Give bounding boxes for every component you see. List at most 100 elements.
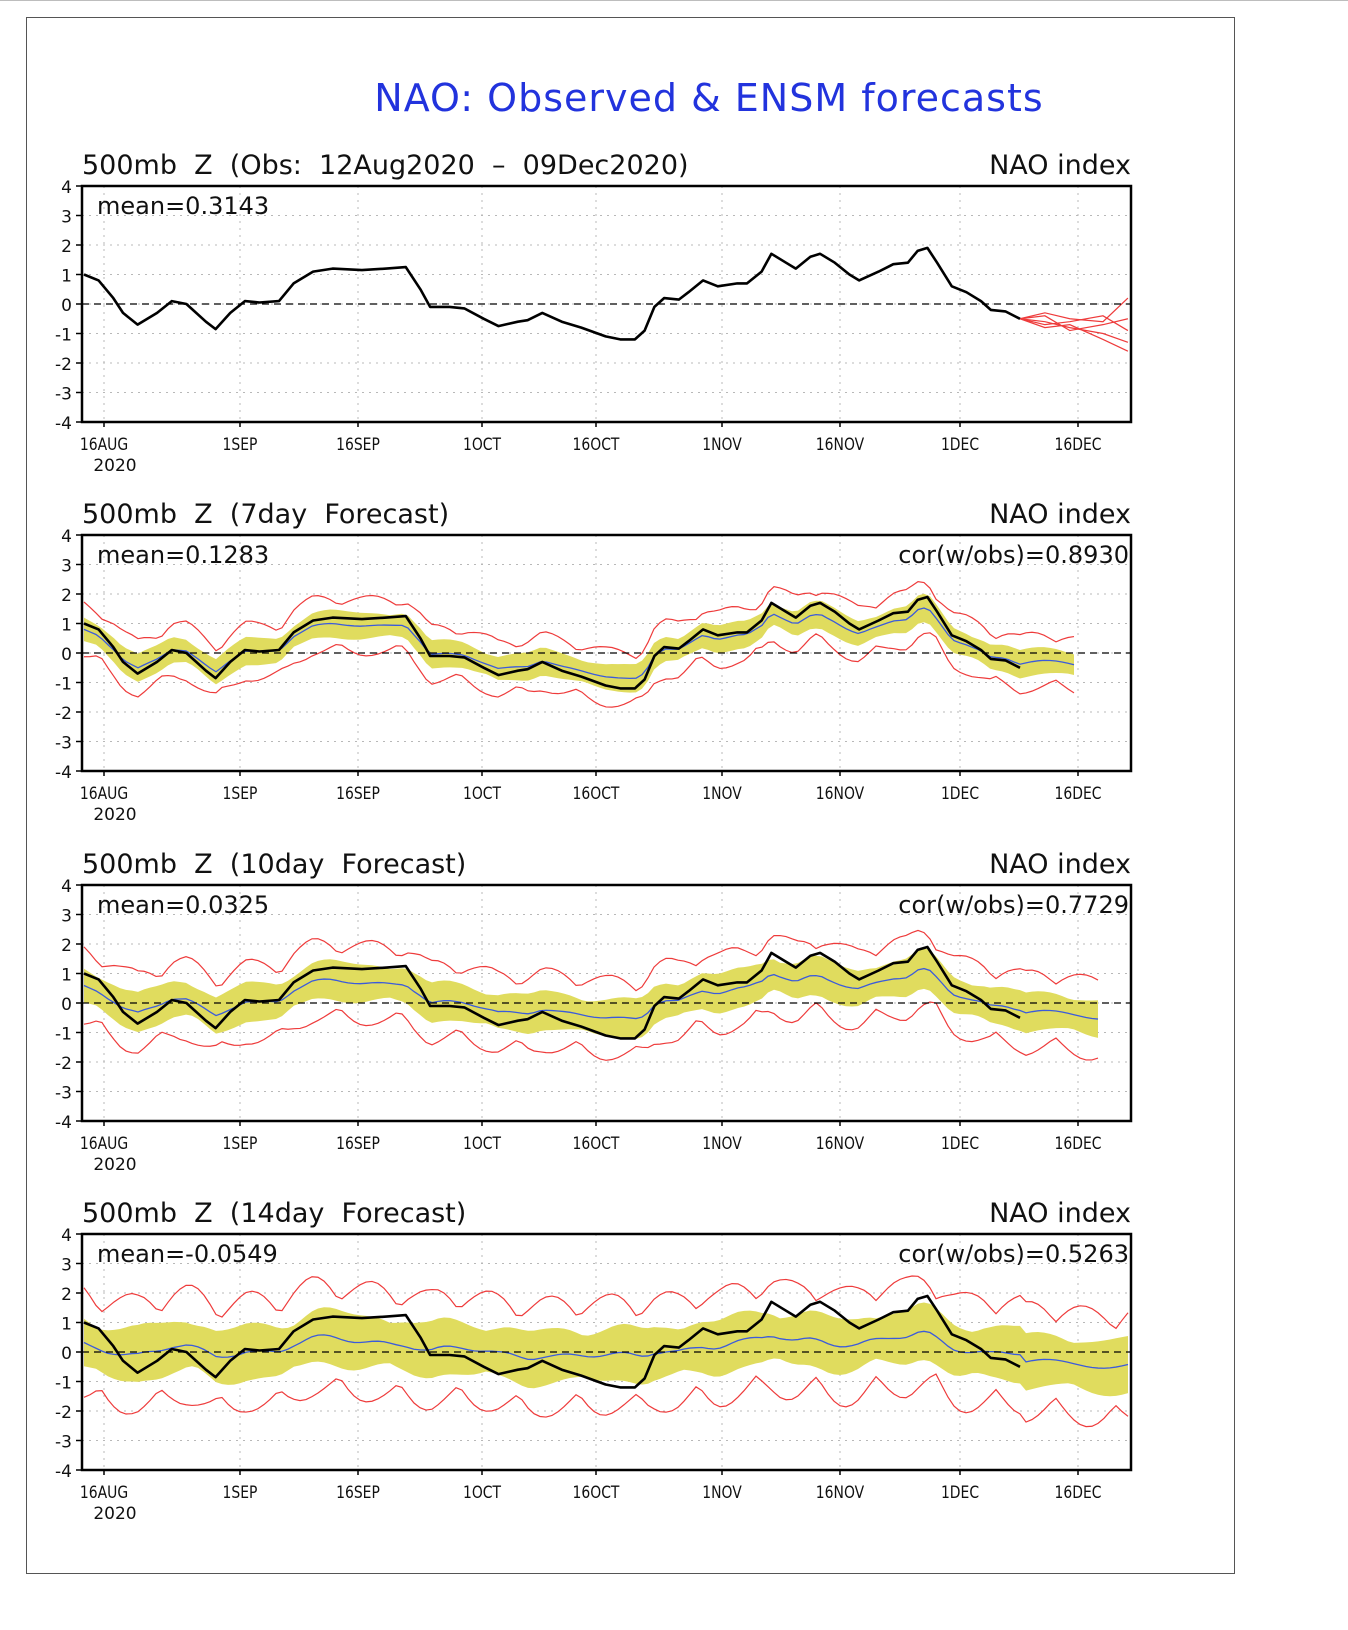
ensemble-max-line xyxy=(83,1275,1129,1330)
x-tick-label: 1OCT xyxy=(463,435,502,455)
ensemble-member-2 xyxy=(1019,318,1129,343)
ensemble-member-1 xyxy=(1019,297,1129,323)
x-tick-label: 16SEP xyxy=(336,784,380,804)
x-tick-label: 16DEC xyxy=(1055,1134,1102,1154)
observed-line xyxy=(83,595,1021,690)
x-tick-label: 1SEP xyxy=(223,435,258,455)
cor-label: cor(w/obs)=0.7729 xyxy=(898,891,1129,919)
y-tick-label: 2 xyxy=(61,1285,72,1305)
x-tick-label: 16OCT xyxy=(573,1134,620,1154)
ensemble-spread-band xyxy=(84,948,1098,1039)
x-tick-label: 1NOV xyxy=(702,784,742,804)
panel-heading: 500mb Z (7day Forecast) xyxy=(82,499,449,530)
y-tick-label: 0 xyxy=(61,995,72,1015)
x-tick-label: 16NOV xyxy=(816,1483,865,1503)
index-label: NAO index xyxy=(989,499,1131,530)
y-tick-label: 4 xyxy=(61,1226,72,1246)
cor-label: cor(w/obs)=0.8930 xyxy=(898,541,1129,569)
panel-heading: 500mb Z (14day Forecast) xyxy=(82,1198,466,1229)
y-tick-label: 1 xyxy=(61,1315,72,1335)
y-tick-label: -1 xyxy=(55,326,72,346)
x-tick-label: 1SEP xyxy=(223,784,258,804)
x-year-label: 2020 xyxy=(93,1155,136,1175)
x-tick-label: 1OCT xyxy=(463,1134,502,1154)
y-tick-label: -1 xyxy=(55,1025,72,1045)
panel-heading: 500mb Z (Obs: 12Aug2020 – 09Dec2020) xyxy=(82,150,689,181)
y-tick-label: 4 xyxy=(61,877,72,897)
x-tick-label: 1NOV xyxy=(702,1483,742,1503)
grid xyxy=(82,885,1131,1121)
y-tick-label: 3 xyxy=(61,208,72,228)
index-label: NAO index xyxy=(989,1198,1131,1229)
y-tick-label: 3 xyxy=(61,1256,72,1276)
observed-line xyxy=(83,945,1021,1040)
mean-label: mean=0.0325 xyxy=(97,891,269,919)
grid xyxy=(82,1234,1131,1470)
index-label: NAO index xyxy=(989,150,1131,181)
y-tick-label: -2 xyxy=(55,704,72,724)
x-year-label: 2020 xyxy=(93,1504,136,1524)
x-tick-label: 16DEC xyxy=(1055,1483,1102,1503)
y-tick-label: 4 xyxy=(61,527,72,547)
x-tick-label: 16OCT xyxy=(573,784,620,804)
x-year-label: 2020 xyxy=(93,456,136,476)
ensemble-member-4 xyxy=(1019,315,1129,332)
mean-label: mean=-0.0549 xyxy=(97,1240,278,1268)
panel-heading: 500mb Z (10day Forecast) xyxy=(82,849,466,880)
x-tick-label: 16NOV xyxy=(816,435,865,455)
x-year-label: 2020 xyxy=(93,805,136,825)
y-tick-label: -2 xyxy=(55,1403,72,1423)
y-tick-label: 0 xyxy=(61,645,72,665)
y-tick-label: -3 xyxy=(55,1084,72,1104)
x-tick-label: 1DEC xyxy=(941,435,979,455)
x-tick-label: 1SEP xyxy=(223,1483,258,1503)
y-tick-label: -4 xyxy=(55,763,72,783)
y-tick-label: 0 xyxy=(61,1344,72,1364)
panel-4: 500mb Z (14day Forecast) NAO index 4 3 2 1 0 -1… xyxy=(55,1198,1133,1524)
x-tick-label: 1OCT xyxy=(463,1483,502,1503)
cor-label: cor(w/obs)=0.5263 xyxy=(898,1240,1129,1268)
x-tick-label: 16NOV xyxy=(816,1134,865,1154)
ensemble-member-5 xyxy=(1019,318,1129,352)
y-tick-label: -3 xyxy=(55,734,72,754)
y-tick-label: -3 xyxy=(55,385,72,405)
y-tick-label: 1 xyxy=(61,966,72,986)
index-label: NAO index xyxy=(989,849,1131,880)
top-divider xyxy=(0,0,1348,1)
y-tick-label: -2 xyxy=(55,355,72,375)
y-tick-label: -3 xyxy=(55,1433,72,1453)
y-tick-label: -4 xyxy=(55,1113,72,1133)
mean-label: mean=0.1283 xyxy=(97,541,269,569)
y-tick-label: 2 xyxy=(61,936,72,956)
ensemble-member-3 xyxy=(1019,315,1129,332)
y-tick-label: 0 xyxy=(61,296,72,316)
x-tick-label: 16DEC xyxy=(1055,435,1102,455)
ensemble-max-line xyxy=(83,929,1099,992)
x-tick-label: 1DEC xyxy=(941,1483,979,1503)
figure-frame xyxy=(26,17,1235,1574)
y-tick-label: 3 xyxy=(61,557,72,577)
y-tick-label: 1 xyxy=(61,267,72,287)
ensemble-min-line xyxy=(83,632,1075,708)
x-tick-label: 16NOV xyxy=(816,784,865,804)
y-tick-label: 2 xyxy=(61,586,72,606)
x-tick-label: 16SEP xyxy=(336,435,380,455)
x-tick-label: 16DEC xyxy=(1055,784,1102,804)
y-tick-label: 2 xyxy=(61,237,72,257)
x-tick-label: 1DEC xyxy=(941,784,979,804)
y-tick-label: 1 xyxy=(61,616,72,636)
y-tick-label: 4 xyxy=(61,178,72,198)
y-tick-label: 3 xyxy=(61,907,72,927)
x-tick-label: 1NOV xyxy=(702,435,742,455)
y-tick-label: -2 xyxy=(55,1054,72,1074)
mean-label: mean=0.3143 xyxy=(97,192,269,220)
panel-1: 500mb Z (Obs: 12Aug2020 – 09Dec2020) NAO … xyxy=(55,150,1133,476)
x-tick-label: 16SEP xyxy=(336,1134,380,1154)
observed-line xyxy=(83,1294,1021,1389)
observed-line xyxy=(83,246,1021,341)
x-tick-label: 1SEP xyxy=(223,1134,258,1154)
x-tick-label: 16AUG xyxy=(80,435,128,455)
panel-2: 500mb Z (7day Forecast) NAO index 4 3 2 1 0 -1 -… xyxy=(55,499,1133,825)
x-tick-label: 16OCT xyxy=(573,1483,620,1503)
panel-3: 500mb Z (10day Forecast) NAO index 4 3 2 1 0 -1… xyxy=(55,849,1133,1175)
